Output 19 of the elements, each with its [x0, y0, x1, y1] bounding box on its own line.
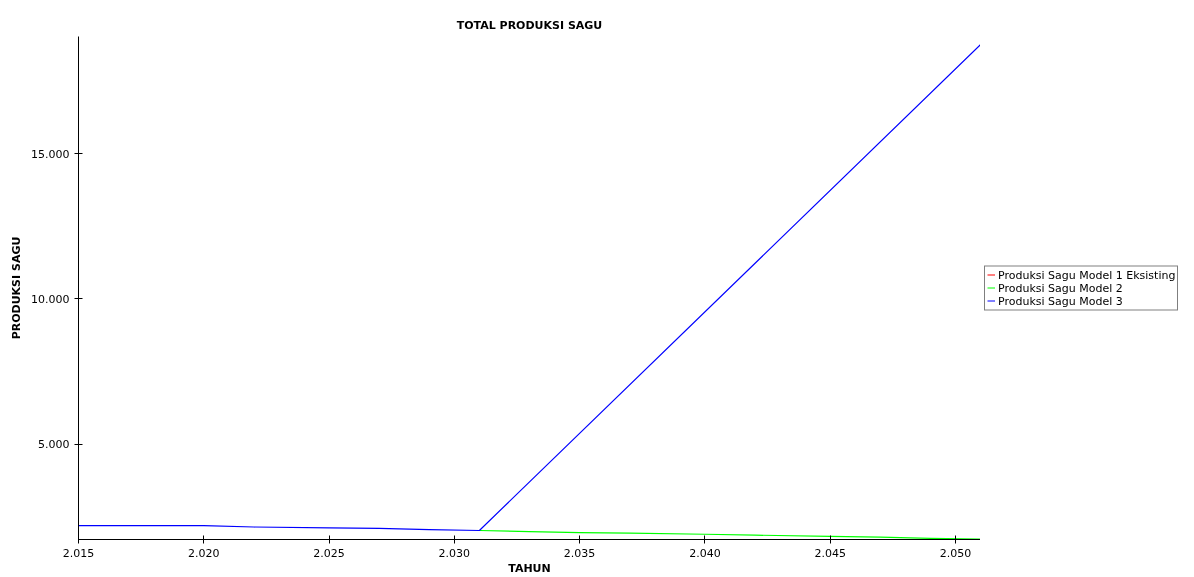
chart-title: TOTAL PRODUKSI SAGU — [456, 18, 603, 32]
y-axis-title: PRODUKSI SAGU — [10, 236, 24, 340]
x-tick-label: 2.050 — [939, 546, 972, 560]
legend-label: Produksi Sagu Model 1 Eksisting — [998, 268, 1176, 281]
legend-label: Produksi Sagu Model 3 — [998, 294, 1123, 307]
x-tick-label: 2.035 — [563, 546, 596, 560]
line-series — [478, 529, 980, 540]
y-tick-label: 5.000 — [38, 438, 70, 452]
x-tick-label: 2.020 — [188, 546, 220, 560]
x-tick-label: 2.045 — [814, 546, 846, 560]
x-axis-title: TAHUN — [508, 561, 551, 575]
x-tick-label: 2.015 — [62, 546, 95, 560]
y-tick-label: 15.000 — [31, 147, 70, 161]
x-tick-label: 2.040 — [689, 546, 721, 560]
legend-label: Produksi Sagu Model 2 — [998, 281, 1123, 294]
x-tick-label: 2.025 — [313, 546, 345, 560]
line-series — [78, 44, 980, 532]
y-tick-label: 10.000 — [31, 292, 70, 306]
x-tick-label: 2.030 — [438, 546, 471, 560]
